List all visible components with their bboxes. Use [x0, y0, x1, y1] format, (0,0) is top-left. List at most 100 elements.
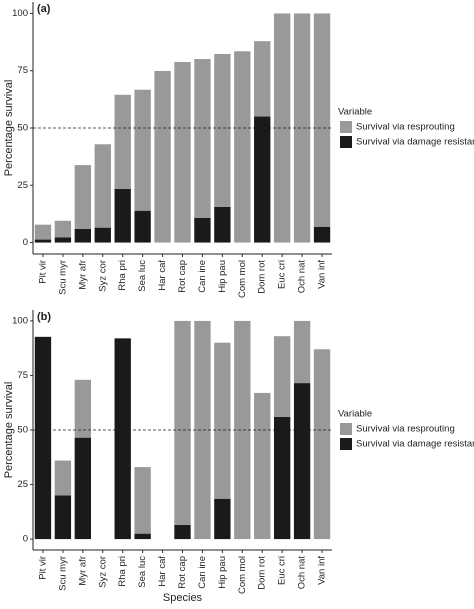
- x-tick-label: Rot cap: [177, 556, 188, 589]
- x-tick-label: Can ine: [197, 260, 208, 293]
- x-tick-label: Euc cri: [277, 260, 288, 289]
- x-tick-label: Dom rot: [257, 260, 268, 294]
- x-tick-label: Syz cor: [97, 260, 108, 292]
- bar-segment: [34, 239, 52, 243]
- bar-segment: [114, 338, 131, 540]
- bar-segment: [293, 13, 311, 243]
- legend-key: [340, 438, 352, 450]
- bar-segment: [214, 206, 231, 243]
- legend-label: Survival via damage resistance: [356, 137, 474, 148]
- bar-segment: [74, 228, 92, 243]
- bar-segment: [254, 41, 271, 117]
- x-tick-label: Sea luc: [137, 556, 148, 588]
- x-tick-label: Pit vir: [37, 556, 48, 580]
- x-tick-label: Hip pau: [217, 260, 228, 293]
- bar-segment: [254, 116, 271, 243]
- bar-segment: [54, 237, 72, 243]
- bar-segment: [134, 210, 151, 243]
- bar-segment: [174, 524, 191, 540]
- x-tick-label: Pit vir: [37, 260, 48, 284]
- bar-segment: [74, 165, 92, 229]
- bar-segment: [54, 220, 72, 238]
- bar-segment: [234, 320, 251, 540]
- bar-segment: [74, 379, 92, 438]
- y-axis-title: Percentage survival: [3, 382, 15, 479]
- x-tick-label: Com mol: [237, 260, 248, 298]
- bar-segment: [313, 349, 331, 540]
- bar-segment: [313, 226, 331, 243]
- bar-segment: [234, 51, 251, 243]
- bar-segment: [94, 144, 111, 228]
- legend-title: Variable: [338, 107, 372, 118]
- x-tick-label: Har caf: [157, 260, 168, 291]
- y-axis-title: Percentage survival: [3, 80, 15, 177]
- x-tick-label: Och nat: [297, 260, 308, 294]
- bar-segment: [214, 498, 231, 540]
- bar-segment: [254, 392, 271, 540]
- x-tick-label: Scu myr: [57, 260, 68, 295]
- bar-segment: [114, 94, 131, 189]
- y-tick-label: 75: [17, 65, 28, 76]
- bar-segment: [34, 336, 52, 540]
- panel-title: (a): [37, 3, 51, 15]
- x-tick-label: Syz cor: [97, 556, 108, 588]
- x-tick-label: Van inf: [317, 260, 328, 289]
- legend-key: [340, 136, 352, 148]
- bar-segment: [293, 383, 311, 540]
- bar-segment: [54, 460, 72, 496]
- bar-segment: [154, 70, 171, 243]
- x-axis-title: Species: [163, 592, 203, 604]
- bar-segment: [293, 320, 311, 384]
- x-tick-label: Euc cri: [277, 556, 288, 585]
- y-tick-label: 25: [17, 479, 28, 490]
- x-tick-label: Har caf: [157, 556, 168, 587]
- legend-title: Variable: [338, 409, 372, 420]
- y-tick-label: 75: [17, 370, 28, 381]
- bar-segment: [114, 188, 131, 243]
- x-tick-label: Rot cap: [177, 260, 188, 293]
- legend-label: Survival via resprouting: [356, 424, 455, 435]
- bar-segment: [134, 467, 151, 534]
- bar-segment: [134, 89, 151, 211]
- y-tick-label: 25: [17, 180, 28, 191]
- bar-segment: [174, 62, 191, 243]
- bar-segment: [194, 217, 211, 243]
- y-tick-label: 50: [17, 425, 28, 436]
- bar-segment: [34, 224, 52, 240]
- bar-segment: [214, 54, 231, 207]
- bar-segment: [273, 13, 291, 243]
- bar-segment: [54, 495, 72, 540]
- bar-segment: [134, 533, 151, 540]
- legend-label: Survival via damage resistance: [356, 439, 474, 450]
- bar-segment: [273, 336, 291, 417]
- x-tick-label: Sea luc: [137, 260, 148, 292]
- x-tick-label: Myr afr: [77, 260, 88, 290]
- x-tick-label: Och nat: [297, 556, 308, 590]
- bar-segment: [313, 13, 331, 227]
- y-tick-label: 0: [23, 534, 28, 545]
- y-tick-label: 50: [17, 123, 28, 134]
- bar-segment: [273, 416, 291, 540]
- bar-segment: [74, 437, 92, 540]
- bar-segment: [214, 342, 231, 499]
- x-tick-label: Myr afr: [77, 556, 88, 586]
- x-tick-label: Hip pau: [217, 556, 228, 589]
- x-tick-label: Com mol: [237, 556, 248, 594]
- x-tick-label: Rha pri: [117, 556, 128, 587]
- legend-key: [340, 423, 352, 435]
- bar-segment: [94, 227, 111, 243]
- bar-segment: [194, 59, 211, 218]
- y-tick-label: 100: [12, 8, 28, 19]
- x-tick-label: Scu myr: [57, 556, 68, 591]
- x-tick-label: Rha pri: [117, 260, 128, 291]
- x-tick-label: Van inf: [317, 556, 328, 585]
- legend-label: Survival via resprouting: [356, 122, 455, 133]
- y-tick-label: 0: [23, 237, 28, 248]
- bar-segment: [194, 320, 211, 540]
- x-tick-label: Dom rot: [257, 556, 268, 590]
- x-tick-label: Can ine: [197, 556, 208, 589]
- legend-key: [340, 121, 352, 133]
- bar-segment: [174, 320, 191, 525]
- panel-title: (b): [37, 311, 51, 323]
